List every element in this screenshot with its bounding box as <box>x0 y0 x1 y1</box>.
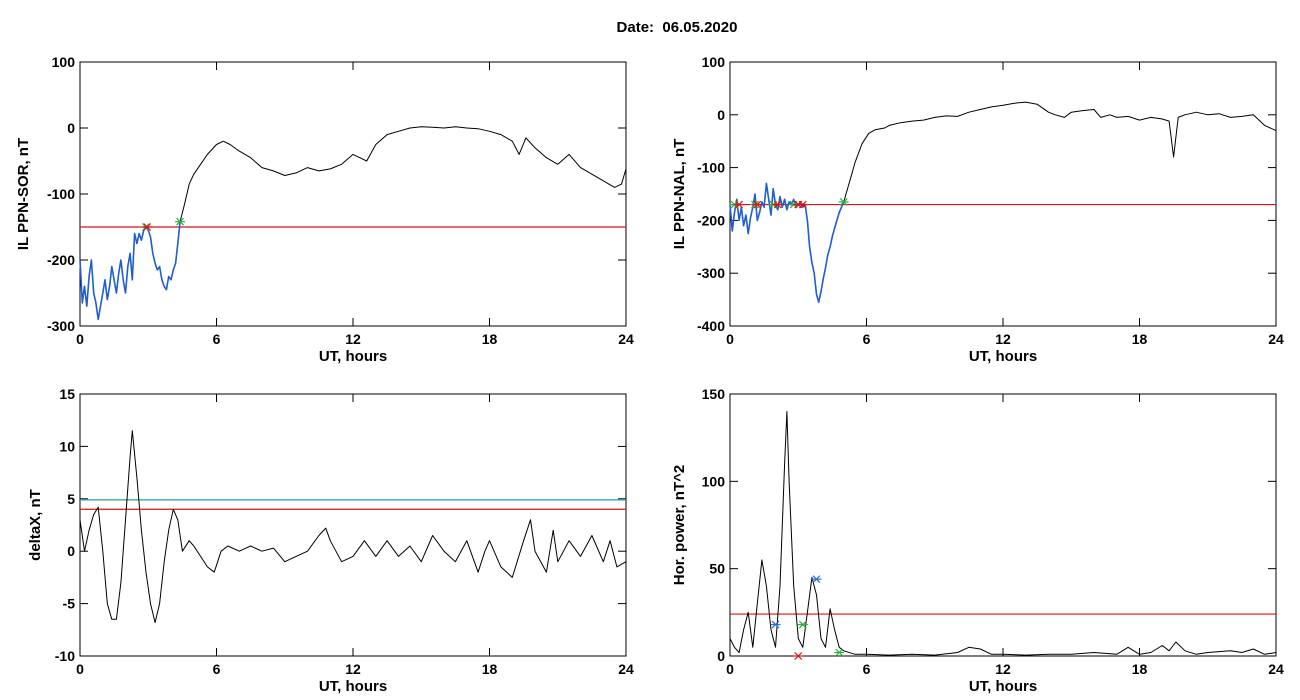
y-tick-label: 10 <box>59 438 75 454</box>
plot-frame <box>79 393 627 657</box>
y-tick-label: -200 <box>47 252 75 268</box>
y-tick-label: 5 <box>67 491 75 507</box>
marker-stroke <box>839 197 848 206</box>
x-tick-label: 24 <box>1268 331 1284 347</box>
date-header: Date: 06.05.2020 <box>0 19 1300 36</box>
event-series-line <box>79 221 181 321</box>
y-tick-label: 0 <box>717 107 725 123</box>
x-axis-label: UT, hours <box>319 348 387 365</box>
marker-stroke <box>835 648 844 657</box>
x-tick-label: 12 <box>995 331 1011 347</box>
plot-frame <box>729 61 1277 327</box>
y-axis-label: IL PPN-NAL, nT <box>671 139 688 250</box>
y-tick-label: 0 <box>67 543 75 559</box>
marker-red <box>797 200 808 209</box>
x-tick-label: 6 <box>213 331 221 347</box>
chart-ppn-sor: 0 6 12 18 24 -300 -200 -100 0 100 UT, hours IL PPN-… <box>15 54 634 365</box>
marker-green <box>838 197 849 206</box>
marker-stroke <box>812 575 821 584</box>
x-tick-label: 0 <box>76 661 84 677</box>
x-tick-label: 24 <box>618 661 634 677</box>
x-tick-label: 6 <box>863 661 871 677</box>
y-tick-label: 100 <box>702 54 726 70</box>
x-tick-label: 6 <box>863 331 871 347</box>
x-tick-label: 18 <box>1132 661 1148 677</box>
y-tick-label: 15 <box>59 386 75 402</box>
x-tick-label: 12 <box>345 661 361 677</box>
event-series-line <box>729 182 845 303</box>
y-axis-label: Hor. power, nT^2 <box>671 465 688 585</box>
marker-red <box>772 200 783 209</box>
date-value: 06.05.2020 <box>662 19 738 36</box>
data-series-line <box>79 430 627 623</box>
x-tick-label: 0 <box>726 661 734 677</box>
x-tick-label: 18 <box>482 661 498 677</box>
marker-stroke <box>773 200 782 209</box>
y-tick-label: -300 <box>697 265 725 281</box>
y-tick-label: -5 <box>63 596 76 612</box>
marker-green <box>175 217 186 226</box>
chart-ppn-nal: 0 6 12 18 24 -400 -300 -200 -100 0 100 UT, hours IL … <box>671 54 1284 365</box>
plot-frame <box>729 393 1277 657</box>
marker-stroke <box>753 200 762 209</box>
y-tick-label: -100 <box>47 186 75 202</box>
y-tick-label: -100 <box>697 160 725 176</box>
plot-frame <box>79 61 627 327</box>
marker-red <box>752 200 763 209</box>
y-tick-label: -300 <box>47 318 75 334</box>
x-tick-label: 24 <box>1268 661 1284 677</box>
y-tick-label: 50 <box>709 561 725 577</box>
x-tick-label: 18 <box>482 331 498 347</box>
y-tick-label: -10 <box>55 648 75 664</box>
marker-blue <box>811 575 822 584</box>
marker-green <box>834 648 845 657</box>
marker-blue <box>770 620 781 629</box>
marker-stroke <box>798 620 807 629</box>
marker-red <box>734 200 745 209</box>
marker-stroke <box>176 217 185 226</box>
chart-deltax: 0 6 12 18 24 -10 -5 0 5 10 15 UT, hours deltaX, nT <box>27 386 634 695</box>
x-tick-label: 6 <box>213 661 221 677</box>
data-series-line <box>79 126 627 320</box>
x-tick-label: 0 <box>76 331 84 347</box>
y-axis-label: deltaX, nT <box>27 489 44 561</box>
x-axis-label: UT, hours <box>969 678 1037 695</box>
marker-stroke <box>798 200 807 209</box>
marker-stroke <box>794 652 803 660</box>
x-axis-label: UT, hours <box>969 348 1037 365</box>
y-tick-label: -400 <box>697 318 725 334</box>
marker-stroke <box>735 200 744 209</box>
x-tick-label: 18 <box>1132 331 1148 347</box>
y-axis-label: IL PPN-SOR, nT <box>15 138 32 250</box>
y-tick-label: -200 <box>697 212 725 228</box>
marker-red <box>793 652 804 660</box>
x-tick-label: 0 <box>726 331 734 347</box>
y-tick-label: 150 <box>702 386 726 402</box>
date-label: Date: <box>616 19 655 36</box>
chart-hor-power: 0 6 12 18 24 0 50 100 150 UT, hours Hor. power, nT… <box>671 386 1284 695</box>
y-tick-label: 100 <box>52 54 76 70</box>
y-tick-label: 100 <box>702 473 726 489</box>
x-axis-label: UT, hours <box>319 678 387 695</box>
x-tick-label: 24 <box>618 331 634 347</box>
marker-stroke <box>771 620 780 629</box>
x-tick-label: 12 <box>345 331 361 347</box>
marker-red <box>142 223 153 231</box>
data-series-line <box>729 411 1277 656</box>
marker-stroke <box>143 223 152 231</box>
x-tick-label: 12 <box>995 661 1011 677</box>
data-series-line <box>729 101 1277 303</box>
marker-green <box>797 620 808 629</box>
y-tick-label: 0 <box>717 648 725 664</box>
y-tick-label: 0 <box>67 120 75 136</box>
